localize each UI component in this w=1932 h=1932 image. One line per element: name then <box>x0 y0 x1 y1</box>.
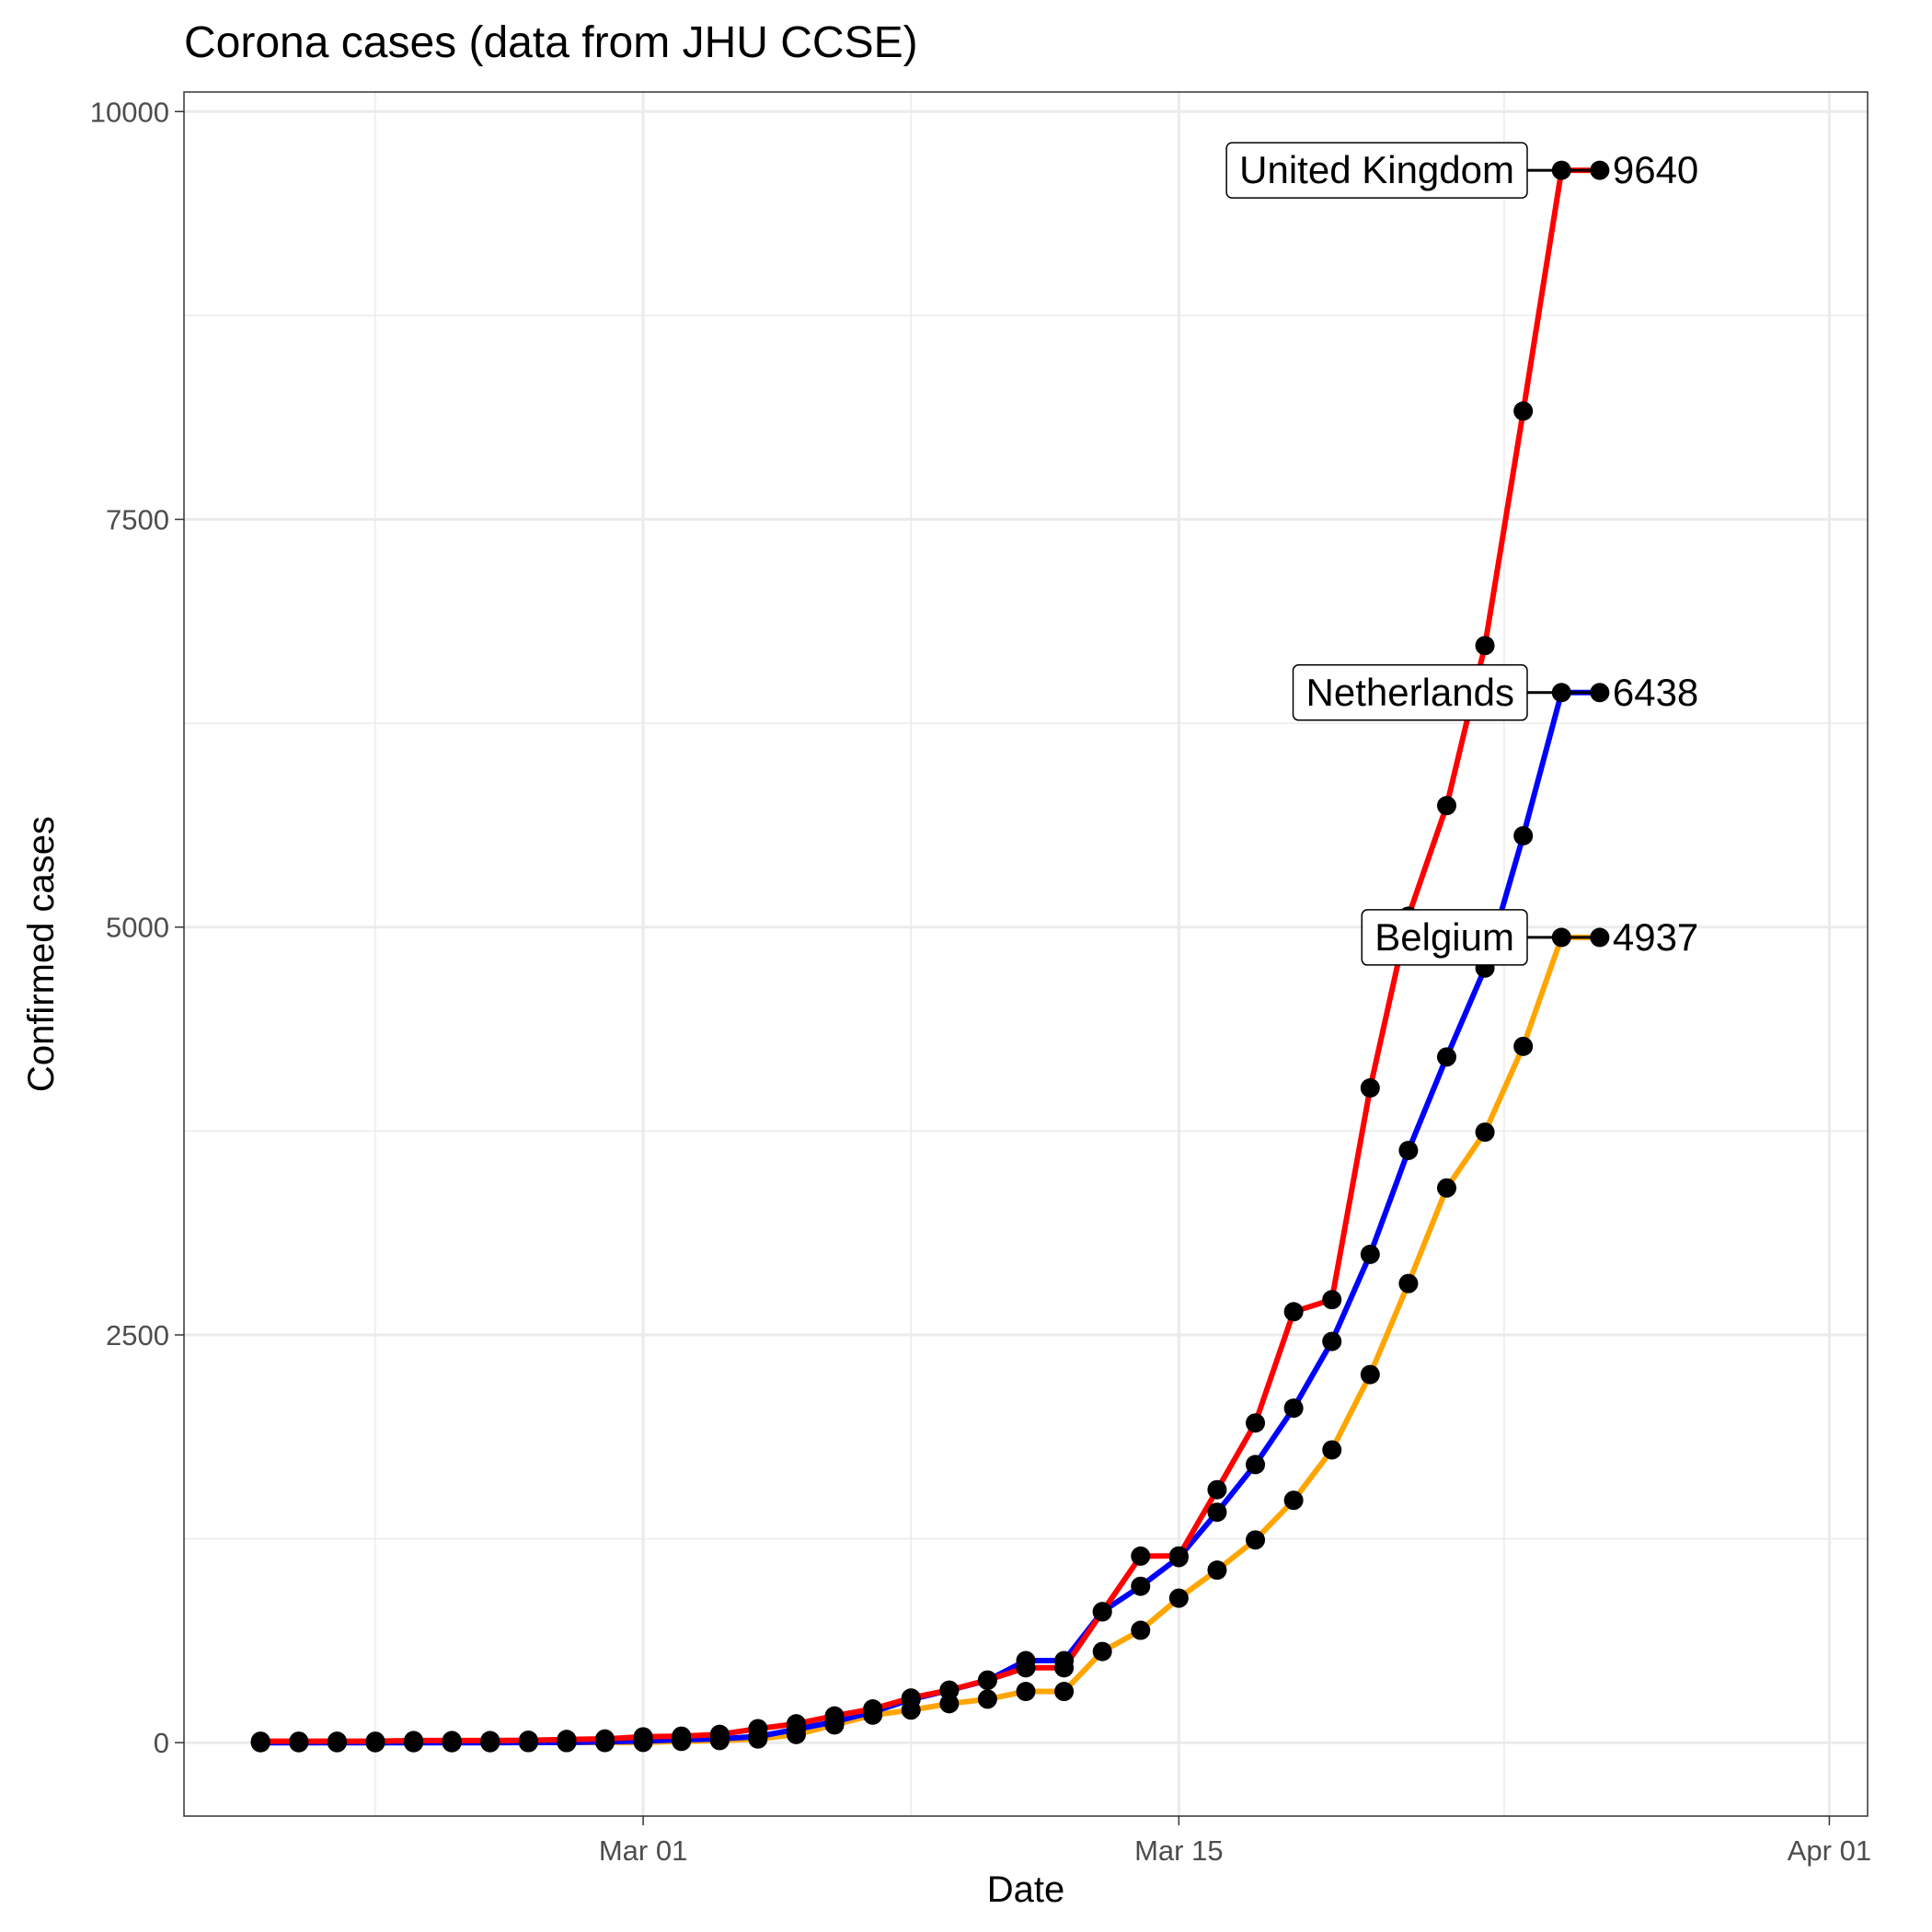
data-point <box>1513 1036 1534 1056</box>
data-point <box>1131 1546 1151 1566</box>
data-point <box>1360 1244 1380 1264</box>
data-point <box>250 1731 270 1752</box>
data-point <box>1475 1122 1495 1143</box>
data-point <box>977 1689 997 1709</box>
data-point <box>709 1724 730 1744</box>
data-point <box>633 1727 653 1747</box>
y-tick-label: 7500 <box>106 504 169 536</box>
data-point <box>1322 1440 1342 1460</box>
plot-panel-border <box>183 91 1869 1817</box>
final-value-label: 9640 <box>1613 148 1698 191</box>
data-point <box>1246 1413 1266 1433</box>
final-value-label: 6438 <box>1613 671 1698 714</box>
data-point <box>1054 1682 1075 1702</box>
x-axis-title: Date <box>987 1869 1065 1910</box>
data-point <box>1398 1273 1419 1294</box>
data-point <box>1246 1455 1266 1475</box>
x-tick-label: Apr 01 <box>1788 1834 1871 1867</box>
data-point <box>1207 1502 1227 1523</box>
data-point <box>672 1726 692 1746</box>
data-point <box>939 1694 960 1714</box>
y-tick-label: 10000 <box>90 96 169 128</box>
data-point <box>1283 1398 1304 1419</box>
data-point <box>595 1729 615 1749</box>
series-annotation: Belgium 4937 <box>1361 909 1698 966</box>
data-point <box>1054 1658 1075 1678</box>
data-point <box>480 1731 500 1751</box>
y-tick-label: 2500 <box>106 1319 169 1351</box>
data-point <box>1283 1490 1304 1511</box>
series-name-box <box>1361 909 1528 966</box>
data-point <box>901 1688 921 1708</box>
data-point <box>977 1670 997 1690</box>
series-annotation: United Kingdom 9640 <box>1225 142 1698 199</box>
y-tick-label: 5000 <box>106 912 169 944</box>
series-annotation: Netherlands 6438 <box>1292 664 1698 721</box>
data-point <box>289 1731 309 1752</box>
chart-title: Corona cases (data from JHU CCSE) <box>184 18 918 67</box>
data-point <box>1168 1546 1189 1566</box>
data-point <box>1283 1302 1304 1322</box>
data-point <box>1475 636 1495 656</box>
data-point <box>863 1699 883 1719</box>
y-axis-title: Confirmed cases <box>21 816 62 1092</box>
x-tick-label: Mar 01 <box>599 1834 687 1867</box>
series-name-box <box>1225 142 1528 199</box>
data-point <box>824 1706 845 1726</box>
series-name-box <box>1292 664 1528 721</box>
series-annotations: Belgium 4937 Netherlands 6438 United Kingdom… <box>1225 142 1698 966</box>
data-point <box>1322 1290 1342 1310</box>
data-point <box>442 1731 462 1751</box>
data-point <box>1092 1602 1112 1622</box>
data-point <box>1437 796 1456 816</box>
data-point <box>404 1731 424 1751</box>
series-name-label: Netherlands <box>1306 671 1514 714</box>
data-point <box>1513 401 1534 421</box>
data-point <box>518 1731 538 1751</box>
data-point <box>1131 1620 1151 1640</box>
data-point <box>1016 1682 1036 1702</box>
data-point <box>939 1680 960 1700</box>
data-point <box>1168 1588 1189 1608</box>
data-point <box>1207 1479 1227 1500</box>
y-tick-label: 0 <box>154 1727 169 1759</box>
series-name-label: Belgium <box>1374 915 1514 959</box>
data-point <box>1398 1140 1419 1160</box>
data-point <box>1360 1078 1380 1098</box>
data-point <box>1246 1530 1266 1550</box>
data-point <box>557 1730 577 1750</box>
data-point <box>1016 1658 1036 1678</box>
data-point <box>365 1731 385 1752</box>
data-point <box>1207 1560 1227 1581</box>
minor-gridlines <box>184 92 1868 1816</box>
series-name-label: United Kingdom <box>1239 148 1514 191</box>
data-point <box>327 1731 347 1752</box>
data-point <box>1437 1178 1456 1198</box>
y-axis: 0 2500 5000 7500 10000 <box>90 96 184 1759</box>
data-point <box>1513 825 1534 845</box>
data-point <box>1322 1331 1342 1351</box>
data-point <box>748 1719 768 1739</box>
x-tick-label: Mar 15 <box>1134 1834 1223 1867</box>
data-point <box>786 1714 806 1734</box>
data-point <box>1131 1576 1151 1596</box>
series-points <box>250 160 1610 1753</box>
data-point <box>1437 1047 1456 1067</box>
final-value-label: 4937 <box>1613 915 1698 959</box>
x-axis: Mar 01 Mar 15 Apr 01 <box>599 1816 1871 1867</box>
major-gridlines <box>184 92 1868 1816</box>
data-point <box>1360 1364 1380 1385</box>
data-point <box>1092 1641 1112 1662</box>
